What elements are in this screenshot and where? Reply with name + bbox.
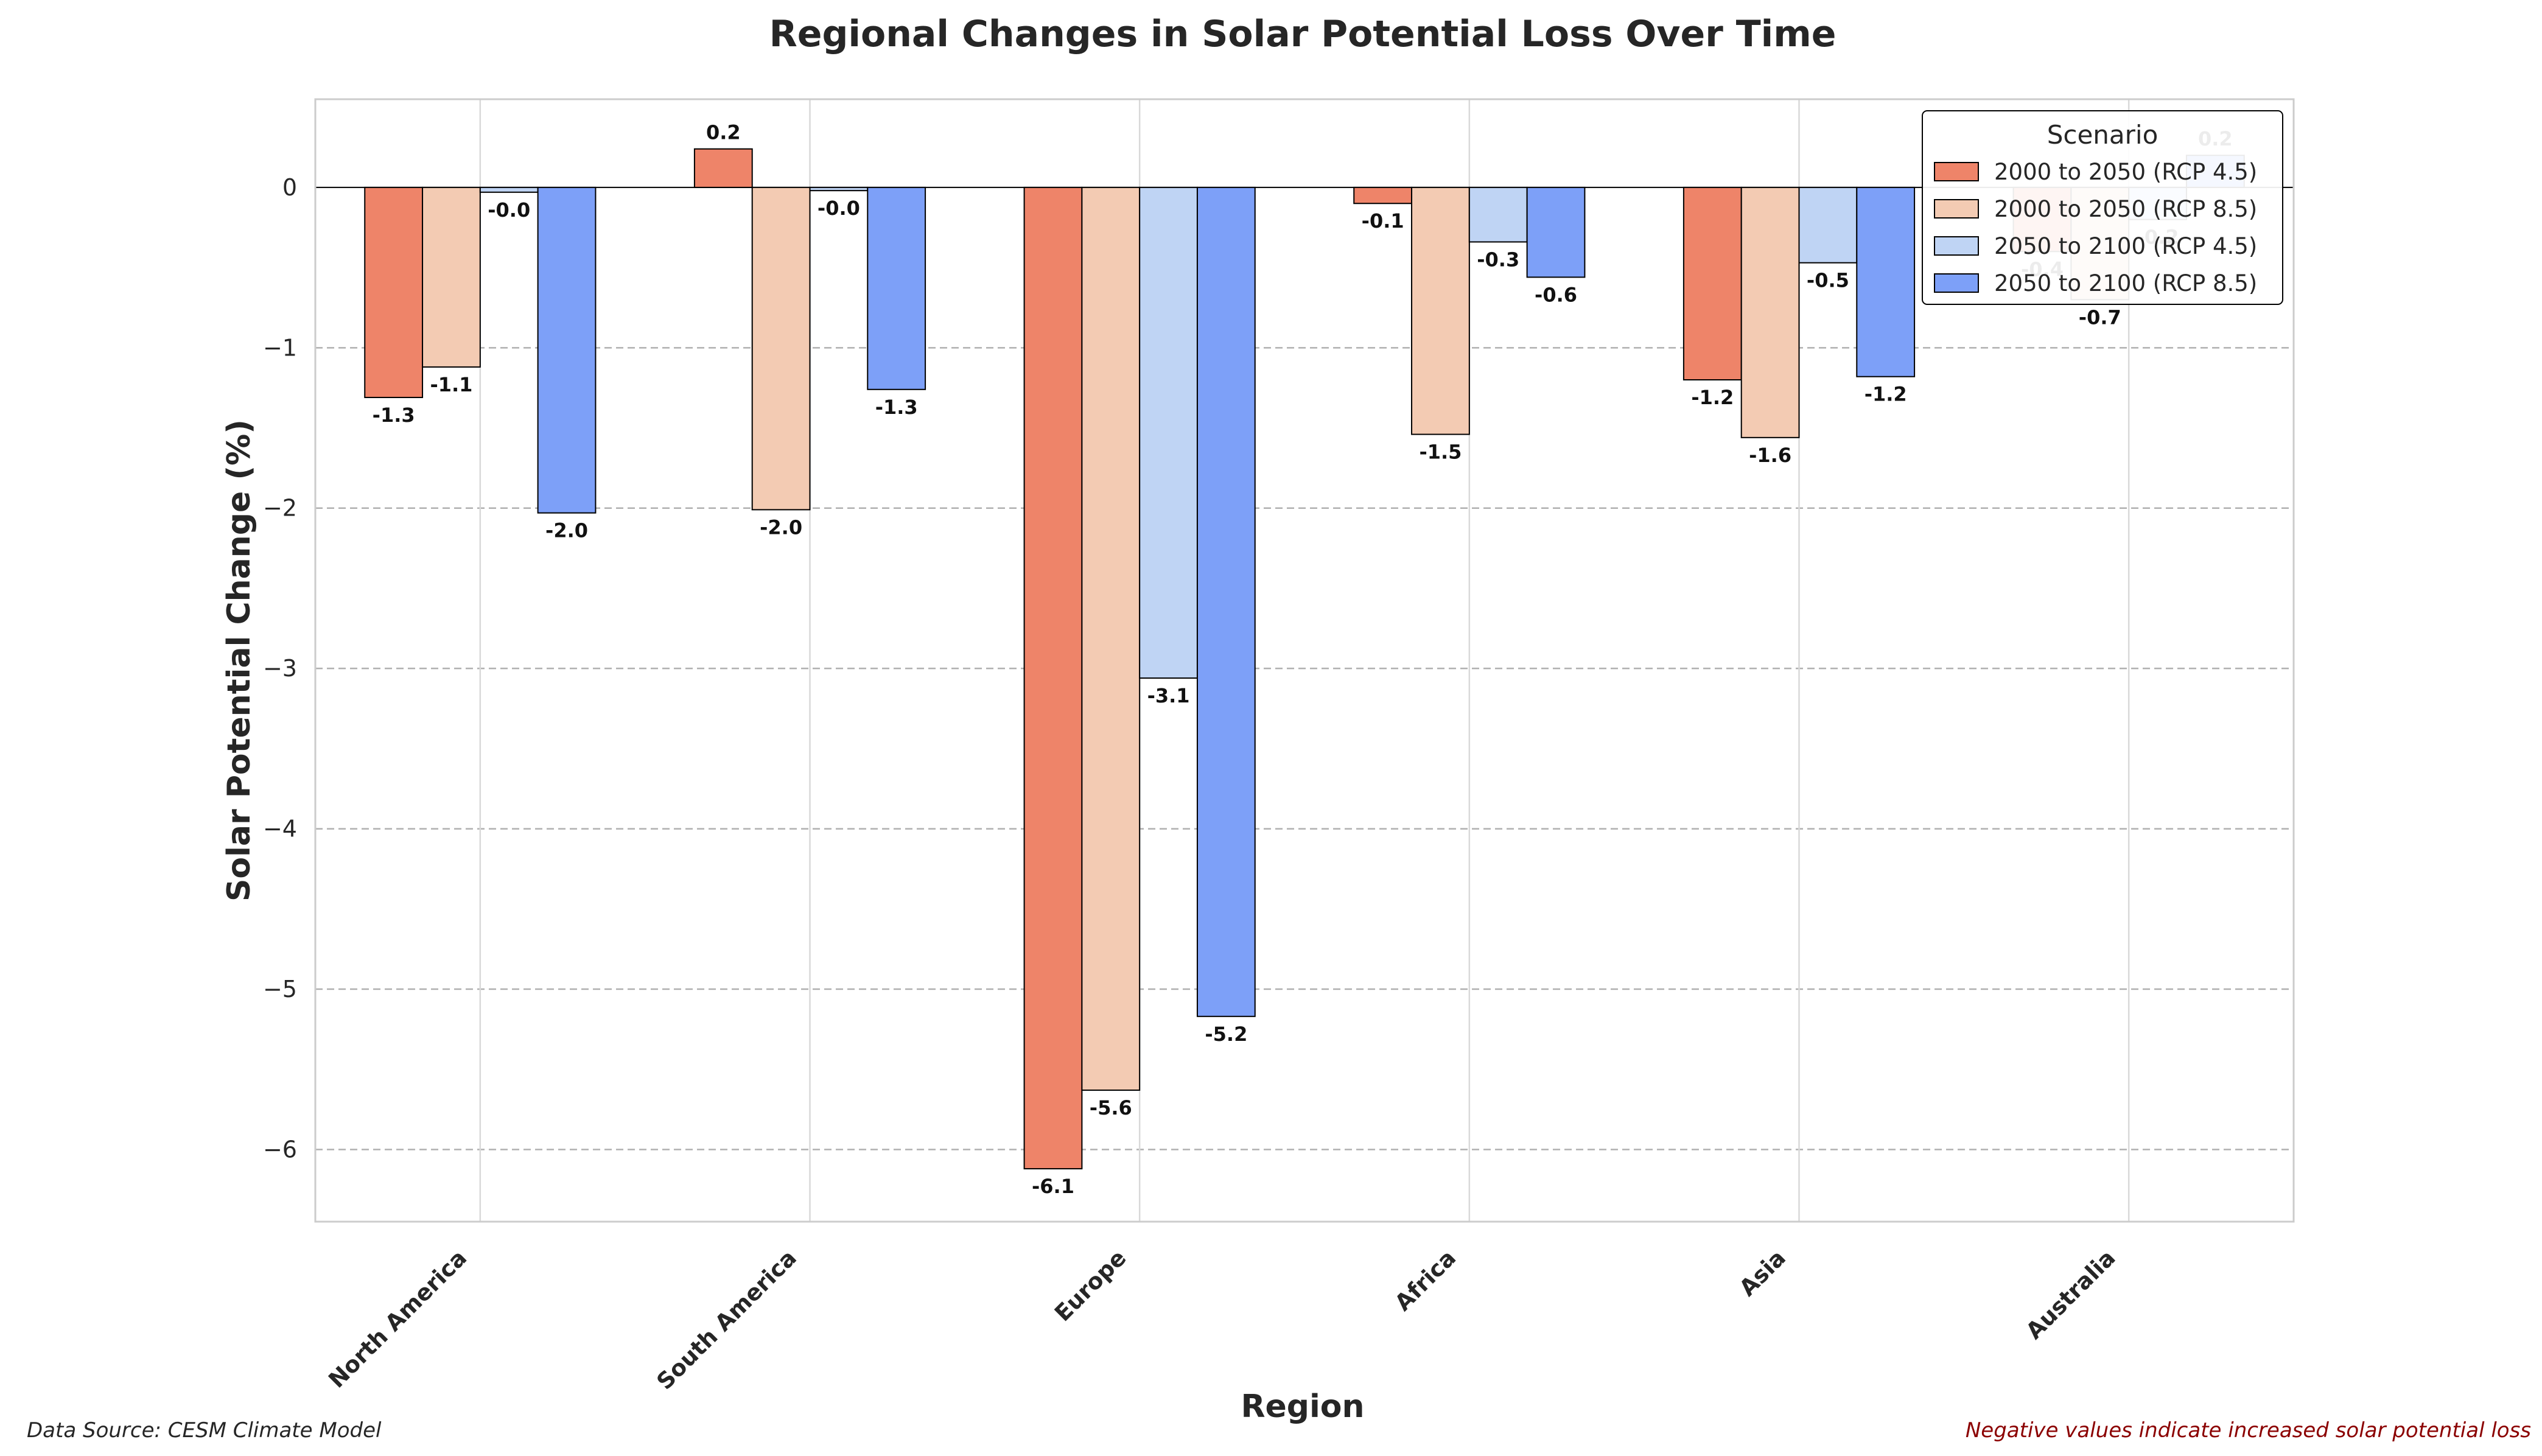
legend-entry: 2050 to 2100 (RCP 8.5): [1994, 270, 2257, 296]
legend-swatch: [1934, 162, 1979, 181]
bar-value-label: -1.6: [1749, 444, 1791, 467]
bar-value-label: -1.2: [1864, 383, 1907, 406]
legend-entry: 2000 to 2050 (RCP 4.5): [1994, 159, 2257, 185]
plot-frame: [314, 98, 2295, 1223]
y-tick-label: 0: [282, 174, 297, 201]
grid-lines: [315, 99, 2294, 1222]
bar: [1526, 186, 1586, 278]
y-tick-label: −4: [263, 816, 297, 842]
bar: [422, 186, 481, 368]
bar: [867, 186, 926, 390]
interpretation-note: Negative values indicate increased solar…: [1966, 1418, 2531, 1443]
bar-value-label: -0.3: [1477, 248, 1519, 271]
bar: [1023, 186, 1083, 1170]
y-tick-label: −6: [263, 1136, 297, 1163]
bar-value-label: -2.0: [760, 516, 802, 539]
bar-value-label: -1.2: [1691, 386, 1734, 409]
bar-value-label: -0.7: [2079, 306, 2121, 329]
legend-items: 2000 to 2050 (RCP 4.5) 2000 to 2050 (RCP …: [1934, 159, 2257, 296]
bar: [809, 186, 869, 192]
bar: [1353, 186, 1413, 205]
bar: [1411, 186, 1470, 435]
legend-swatch: [1934, 273, 1979, 293]
bar-value-label: -1.3: [373, 404, 415, 427]
data-source-note: Data Source: CESM Climate Model: [27, 1418, 382, 1443]
legend-entry: 2050 to 2100 (RCP 4.5): [1994, 233, 2257, 259]
legend-box: [1922, 110, 2283, 305]
legend: Scenario 2000 to 2050 (RCP 4.5)2000 to 2…: [1922, 110, 2283, 305]
x-axis-label: Region: [1241, 1388, 1364, 1425]
bar: [1740, 186, 1800, 438]
bar-value-label: -1.5: [1419, 441, 1462, 464]
bar: [1468, 186, 1528, 243]
bar: [693, 148, 753, 188]
bar: [479, 186, 539, 193]
bar-value-label: 0.2: [706, 121, 741, 144]
bar-value-label: -2.0: [545, 519, 588, 542]
bar-value-label: -1.1: [430, 373, 472, 396]
bar: [537, 186, 597, 514]
bars: [364, 148, 2245, 1170]
y-axis-ticks: 0 −1 −2 −3 −4 −5 −6: [263, 174, 297, 1163]
bar: [364, 186, 424, 398]
bar-value-label: -0.6: [1535, 283, 1577, 306]
bar: [1196, 186, 1256, 1017]
y-tick-label: −3: [263, 655, 297, 682]
bar-value-labels: -1.30.2-6.1-0.1-1.2-0.4-1.1-2.0-5.6-1.5-…: [373, 121, 2233, 1198]
bar-value-label: -3.1: [1147, 684, 1190, 707]
bar-value-label: -6.1: [1032, 1175, 1074, 1198]
legend-entry: 2000 to 2050 (RCP 8.5): [1994, 196, 2257, 222]
legend-title: Scenario: [2047, 120, 2159, 150]
legend-swatch: [1934, 236, 1979, 256]
y-tick-label: −1: [263, 334, 297, 361]
bar: [1682, 186, 1742, 380]
bar-value-label: -5.6: [1090, 1096, 1132, 1119]
bar-value-label: -0.0: [488, 198, 530, 222]
bar-value-label: -5.2: [1205, 1023, 1247, 1046]
bar: [1856, 186, 1916, 377]
bar-value-label: -1.3: [875, 396, 918, 419]
legend-swatch: [1934, 199, 1979, 219]
bar-value-label: -0.0: [818, 197, 860, 220]
bar-value-label: -0.5: [1807, 269, 1849, 292]
y-tick-label: −5: [263, 976, 297, 1003]
bar-value-label: -0.1: [1362, 209, 1404, 233]
bar: [1139, 186, 1198, 679]
chart-title: Regional Changes in Solar Potential Loss…: [769, 13, 1836, 55]
bar: [751, 186, 811, 511]
bar: [1798, 186, 1858, 264]
y-axis-label: Solar Potential Change (%): [221, 419, 257, 901]
bar: [1081, 186, 1141, 1091]
y-tick-label: −2: [263, 495, 297, 522]
